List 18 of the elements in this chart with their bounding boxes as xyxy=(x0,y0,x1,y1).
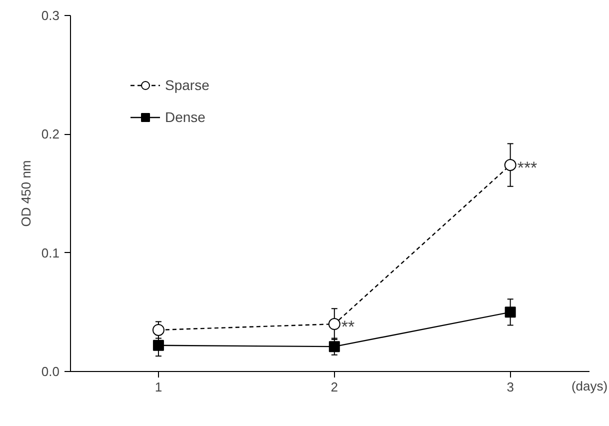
legend-label: Sparse xyxy=(165,77,210,93)
annotation: *** xyxy=(517,158,538,178)
point xyxy=(504,306,516,318)
y-tick-label: 0.1 xyxy=(41,245,60,260)
y-tick-label: 0.2 xyxy=(41,126,60,142)
x-axis-title: (days) xyxy=(571,378,608,394)
x-tick-label: 3 xyxy=(506,380,514,394)
annotation: ** xyxy=(341,318,356,337)
y-tick-label: 0.0 xyxy=(41,364,60,379)
y-tick-label: 0.3 xyxy=(41,8,60,23)
point xyxy=(328,318,340,330)
point xyxy=(152,324,164,336)
legend-label: Dense xyxy=(165,109,206,125)
x-tick-label: 1 xyxy=(154,380,162,394)
point xyxy=(504,159,516,172)
point xyxy=(328,341,340,352)
y-axis-title: OD 450 nm xyxy=(18,160,34,227)
x-tick-label: 2 xyxy=(330,380,338,394)
